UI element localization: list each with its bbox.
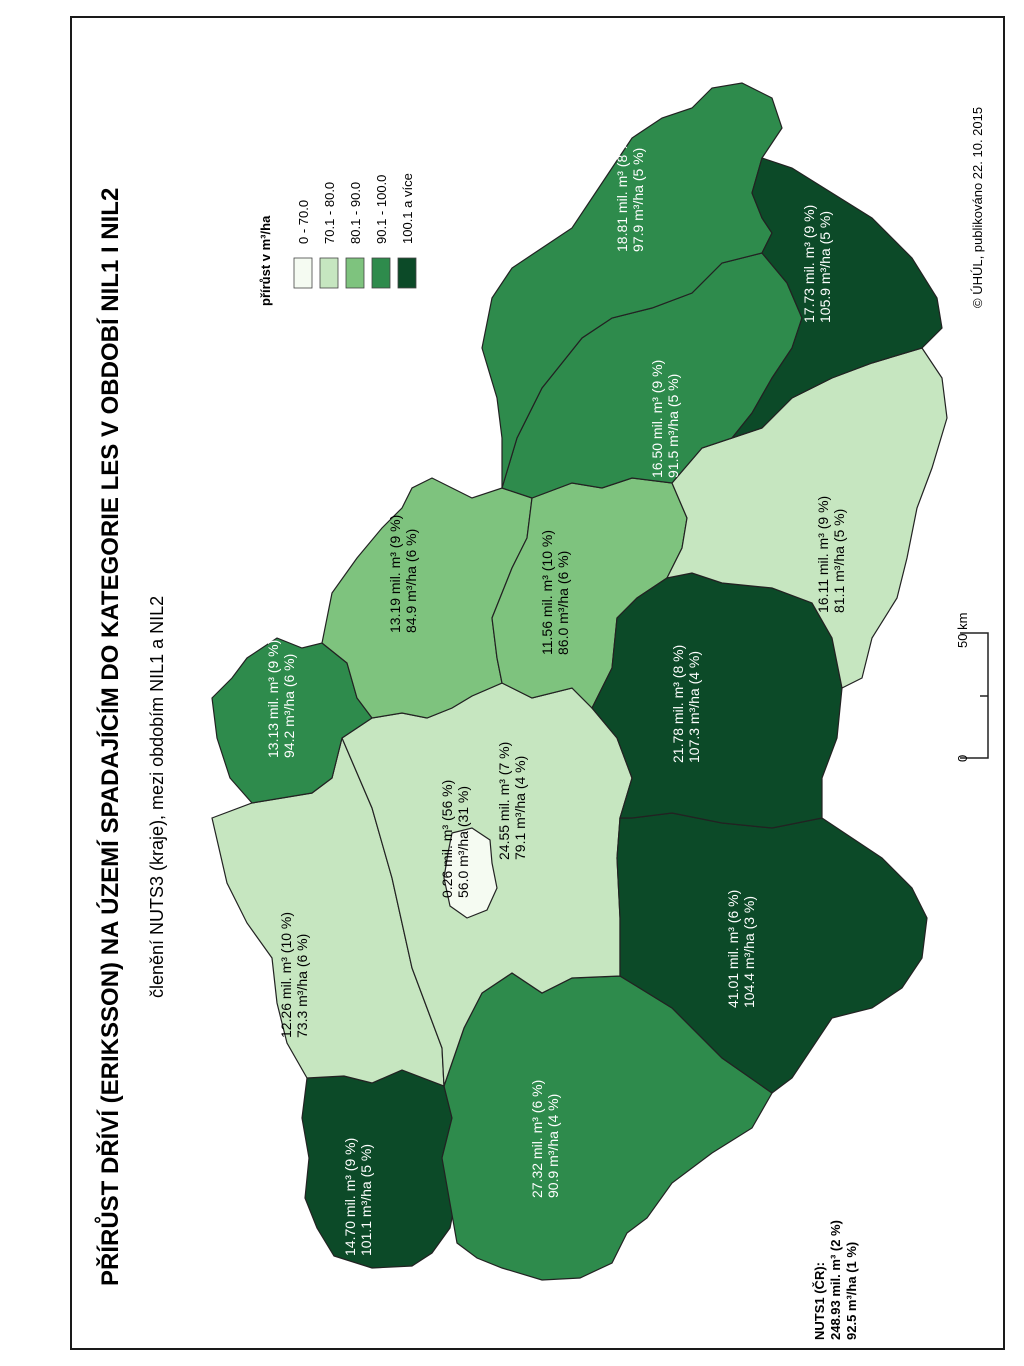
- map-subtitle: členění NUTS3 (kraje), mezi obdobím NIL1…: [147, 596, 167, 998]
- summary-block: NUTS1 (ČR): 248.93 mil. m³ (2 %) 92.5 m³…: [812, 1220, 859, 1340]
- region-zlinsky[interactable]: [730, 157, 943, 440]
- legend-label: 70.1 - 80.0: [322, 182, 337, 244]
- map-canvas: 14.70 mil. m³ (9 %) 101.1 m³/ha (5 %) 27…: [94, 82, 989, 1340]
- summary-rate: 92.5 m³/ha (1 %): [844, 1242, 859, 1340]
- regions-layer: [211, 82, 948, 1281]
- label-olomoucky-volume: 16.50 mil. m³ (9 %): [649, 360, 665, 478]
- region-praha[interactable]: [443, 827, 498, 919]
- label-olomoucky-rate: 91.5 m³/ha (5 %): [665, 374, 681, 478]
- legend-label: 0 - 70.0: [296, 200, 311, 244]
- scale-bar-label: 50 km: [955, 613, 970, 648]
- legend-swatch: [397, 257, 417, 289]
- label-karlovarsky-rate: 101.1 m³/ha (5 %): [358, 1144, 374, 1256]
- label-kralovehradecky-volume: 13.19 mil. m³ (9 %): [387, 515, 403, 633]
- label-jihocesky-volume: 41.01 mil. m³ (6 %): [725, 890, 741, 1008]
- summary-volume: 248.93 mil. m³ (2 %): [828, 1220, 843, 1340]
- label-jihocesky-rate: 104.4 m³/ha (3 %): [741, 896, 757, 1008]
- label-plzensky-rate: 90.9 m³/ha (4 %): [545, 1094, 561, 1198]
- legend-title: přírůst v m³/ha: [258, 215, 273, 306]
- map-title: PŘÍRŮST DŘÍVÍ (ERIKSSON) NA ÚZEMÍ SPADAJ…: [94, 188, 124, 1286]
- label-karlovarsky-volume: 14.70 mil. m³ (9 %): [342, 1138, 358, 1256]
- label-stredocesky-rate: 79.1 m³/ha (4 %): [512, 756, 528, 860]
- label-kralovehradecky-rate: 84.9 m³/ha (6 %): [403, 529, 419, 633]
- scale-bar-zero: 0: [955, 755, 970, 762]
- scale-bar: 0 50 km: [955, 613, 989, 762]
- region-karlovarsky[interactable]: [301, 1069, 458, 1269]
- label-liberecky-rate: 94.2 m³/ha (6 %): [281, 654, 297, 758]
- label-praha-rate: 56.0 m³/ha (31 %): [455, 786, 471, 898]
- legend-swatch: [345, 257, 365, 289]
- label-vysocina-volume: 21.78 mil. m³ (8 %): [670, 645, 686, 763]
- label-moravskoslezsky-volume: 18.81 mil. m³ (8 %): [614, 134, 630, 252]
- label-zlinsky-volume: 17.73 mil. m³ (9 %): [801, 205, 817, 323]
- summary-label: NUTS1 (ČR):: [812, 1262, 827, 1340]
- legend-swatch: [319, 257, 339, 289]
- label-liberecky-volume: 13.13 mil. m³ (9 %): [265, 640, 281, 758]
- legend-swatch: [371, 257, 391, 289]
- map-frame: 14.70 mil. m³ (9 %) 101.1 m³/ha (5 %) 27…: [70, 16, 1005, 1350]
- label-moravskoslezsky-rate: 97.9 m³/ha (5 %): [630, 148, 646, 252]
- legend-label: 80.1 - 90.0: [348, 182, 363, 244]
- label-jihomoravsky-volume: 16.11 mil. m³ (9 %): [815, 496, 831, 613]
- label-stredocesky-volume: 24.55 mil. m³ (7 %): [496, 742, 512, 860]
- legend-label: 90.1 - 100.0: [374, 175, 389, 244]
- label-zlinsky-rate: 105.9 m³/ha (5 %): [817, 211, 833, 323]
- credit-text: © ÚHÚL, publikováno 22. 10. 2015: [970, 107, 985, 308]
- region-vysocina[interactable]: [591, 572, 843, 829]
- label-pardubicky-rate: 86.0 m³/ha (6 %): [555, 551, 571, 655]
- region-labels-layer: 14.70 mil. m³ (9 %) 101.1 m³/ha (5 %) 27…: [265, 134, 847, 1256]
- label-jihomoravsky-rate: 81.1 m³/ha (5 %): [831, 509, 847, 613]
- label-praha-volume: 0.26 mil. m³ (56 %): [439, 780, 455, 898]
- legend: přírůst v m³/ha 0 - 70.0 70.1 - 80.0 80.1 …: [258, 173, 417, 306]
- label-ustecky-volume: 12.26 mil. m³ (10 %): [278, 912, 294, 1038]
- legend-swatch: [293, 257, 313, 289]
- label-ustecky-rate: 73.3 m³/ha (6 %): [294, 934, 310, 1038]
- label-vysocina-rate: 107.3 m³/ha (4 %): [686, 651, 702, 763]
- legend-label: 100.1 a více: [400, 173, 415, 244]
- label-plzensky-volume: 27.32 mil. m³ (6 %): [529, 1080, 545, 1198]
- label-pardubicky-volume: 11.56 mil. m³ (10 %): [539, 530, 555, 655]
